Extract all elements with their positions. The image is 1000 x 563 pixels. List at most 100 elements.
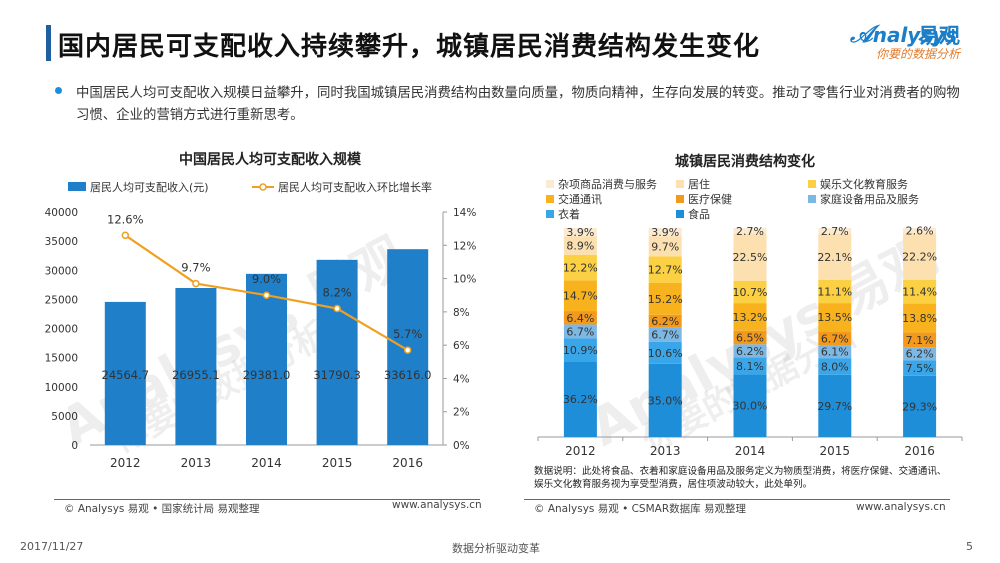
legend-label-bar: 居民人均可支配收入(元) [90, 180, 209, 194]
segment-label: 7.1% [906, 334, 934, 347]
segment-label: 22.2% [902, 251, 937, 264]
brand-logo: 𝒜nalysys 易观 你要的数据分析 [850, 20, 990, 66]
source-right: © Analysys 易观 • CSMAR数据库 易观整理 [534, 503, 746, 515]
legend-swatch [676, 195, 684, 203]
bar-value-label: 26955.1 [172, 368, 220, 382]
segment-label: 10.9% [563, 344, 598, 357]
x-tick-label: 2012 [565, 444, 596, 458]
segment-label: 13.2% [733, 311, 768, 324]
bullet-icon [55, 87, 62, 94]
x-tick-label: 2016 [904, 444, 935, 458]
stack-segment [903, 332, 937, 348]
segment-label: 6.2% [651, 315, 679, 328]
segment-label: 6.1% [821, 346, 849, 359]
segment-label: 22.1% [817, 251, 852, 264]
segment-label: 2.7% [736, 225, 764, 238]
url-right: www.analysys.cn [856, 501, 946, 513]
segment-label: 6.4% [566, 312, 594, 325]
stack-segment [563, 236, 597, 255]
legend-swatch [808, 195, 816, 203]
segment-label: 15.2% [648, 293, 683, 306]
stack-segment [818, 228, 852, 234]
stack-segment [903, 279, 937, 304]
chart-title: 中国居民人均可支配收入规模 [179, 151, 362, 168]
segment-label: 13.5% [817, 311, 852, 324]
stack-segment [903, 375, 937, 437]
stack-segment [733, 344, 767, 358]
segment-label: 30.0% [733, 400, 768, 413]
x-tick-label: 2015 [322, 456, 353, 470]
brand-logo-en: 𝒜nalysys [850, 20, 957, 48]
segment-label: 6.5% [736, 332, 764, 345]
segment-label: 29.3% [902, 400, 937, 413]
stack-segment [648, 228, 682, 237]
y2-tick-label: 12% [453, 240, 476, 252]
segment-label: 12.7% [648, 264, 683, 277]
legend-swatch-bar [68, 182, 86, 191]
growth-label: 12.6% [107, 212, 144, 226]
stack-segment [563, 338, 597, 362]
segment-label: 3.9% [566, 226, 594, 239]
legend-label: 衣着 [558, 207, 580, 221]
page-title: 国内居民可支配收入持续攀升，城镇居民消费结构发生变化 [58, 32, 761, 62]
stack-segment [733, 303, 767, 331]
y-tick-label: 25000 [45, 294, 78, 306]
segment-label: 3.9% [651, 226, 679, 239]
legend-label: 家庭设备用品及服务 [820, 192, 919, 206]
growth-point [121, 231, 130, 240]
segment-label: 6.7% [821, 332, 849, 345]
divider-right [524, 499, 950, 500]
segment-label: 11.4% [902, 286, 937, 299]
segment-label: 8.0% [821, 360, 849, 373]
segment-label: 13.8% [902, 312, 937, 325]
stack-segment [563, 280, 597, 312]
legend-swatch [546, 180, 554, 188]
stack-segment [818, 303, 852, 332]
legend-label: 居住 [688, 177, 710, 191]
y-tick-label: 5000 [51, 411, 78, 423]
legend-swatch [546, 210, 554, 218]
x-tick-label: 2013 [650, 444, 681, 458]
segment-label: 35.0% [648, 394, 683, 407]
stack-segment [733, 280, 767, 304]
stack-segment [648, 363, 682, 437]
growth-point [262, 291, 271, 299]
legend-label: 杂项商品消费与服务 [558, 177, 657, 191]
stack-segment [648, 314, 682, 328]
stack-segment [818, 279, 852, 304]
y-tick-label: 15000 [45, 353, 78, 365]
legend-swatch [808, 180, 816, 188]
segment-label: 10.6% [648, 347, 683, 360]
growth-point [403, 346, 412, 354]
segment-label: 2.6% [906, 225, 934, 238]
stack-segment [818, 331, 852, 346]
segment-label: 11.1% [817, 285, 852, 298]
bar [104, 301, 146, 445]
segment-label: 10.7% [733, 286, 768, 299]
segment-label: 29.7% [817, 400, 852, 413]
segment-label: 14.7% [563, 290, 598, 303]
stack-segment [903, 233, 937, 280]
segment-label: 6.2% [906, 348, 934, 361]
y-tick-label: 10000 [45, 382, 78, 394]
y-tick-label: 0 [71, 440, 78, 452]
y-tick-label: 40000 [45, 207, 78, 219]
stack-segment [818, 358, 852, 375]
stack-segment [733, 357, 767, 375]
segment-label: 6.7% [651, 329, 679, 342]
growth-label: 9.7% [181, 261, 210, 275]
footer-slogan: 数据分析驱动变革 [452, 542, 540, 555]
brand-logo-cn: 易观 [918, 24, 960, 48]
page-number: 5 [966, 540, 973, 553]
x-tick-label: 2016 [392, 456, 423, 470]
stack-segment [563, 254, 597, 281]
x-tick-label: 2014 [735, 444, 766, 458]
stack-segment [648, 327, 682, 342]
legend-label: 交通通讯 [558, 192, 602, 206]
brand-en-text: nalysys [872, 23, 958, 47]
stack-segment [733, 330, 767, 345]
segment-label: 7.5% [906, 362, 934, 375]
stack-segment [903, 228, 937, 234]
segment-label: 22.5% [733, 251, 768, 264]
